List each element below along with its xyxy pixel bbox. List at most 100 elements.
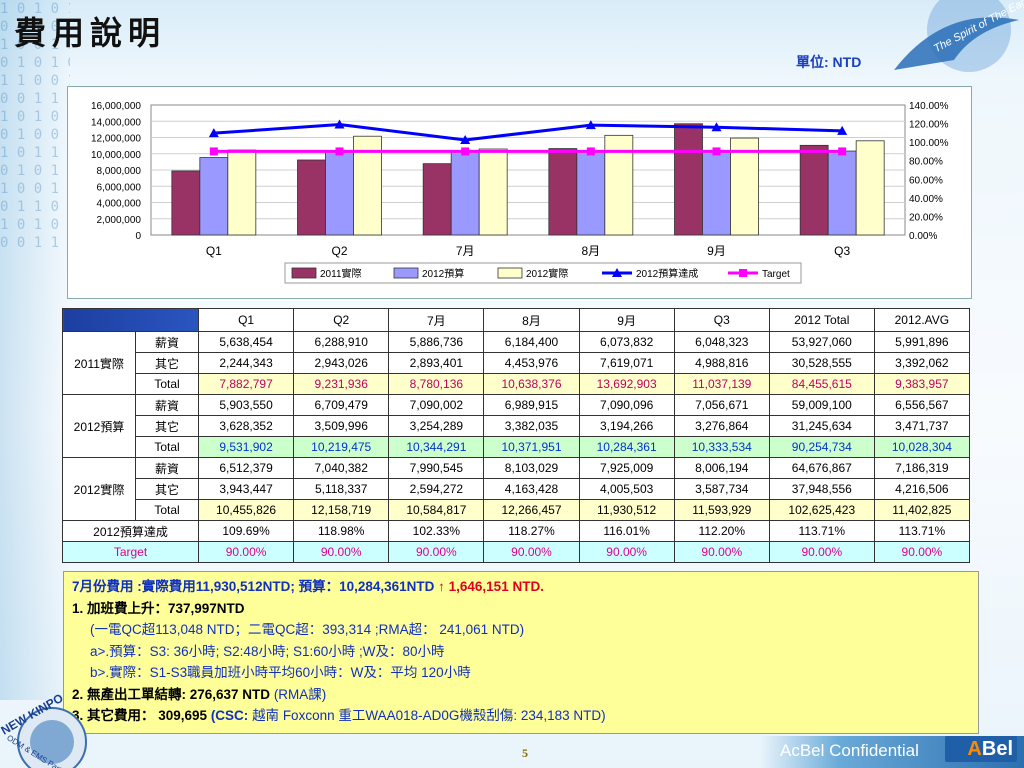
- table-cell: 8,780,136: [388, 373, 485, 395]
- table-cell: 2,893,401: [388, 352, 485, 374]
- table-cell: 31,245,634: [768, 415, 875, 437]
- table-cell: 10,455,826: [197, 499, 295, 521]
- right-tick-label: 140.00%: [909, 101, 949, 112]
- table-cell: 7,925,009: [578, 457, 675, 479]
- target-marker: [209, 147, 218, 156]
- note-line-other: 3. 其它費用： 309,695 (CSC: 越南 Foxconn 重工WAA0…: [72, 708, 606, 723]
- table-cell: 7,040,382: [293, 457, 390, 479]
- table-row: 2012實際 薪資 6,512,379 7,040,382 7,990,545 8,103…: [62, 457, 971, 521]
- table-cell: 113.71%: [873, 520, 971, 542]
- footer-confidential: AcBel Confidential: [780, 741, 919, 760]
- table-cell: 10,333,534: [673, 436, 770, 458]
- table-cell: 6,556,567: [873, 394, 971, 416]
- table-cell: 3,628,352: [197, 415, 295, 437]
- table-cell: 4,453,976: [483, 352, 580, 374]
- achievement-marker: [460, 134, 471, 144]
- table-row: 其它 2,244,343 2,943,026 2,893,401 4,453,976 7,…: [63, 352, 971, 374]
- table-cell: 9,383,957: [873, 373, 971, 395]
- achievement-marker: [837, 125, 848, 135]
- table-row-label: 其它: [135, 415, 199, 437]
- achievement-marker: [711, 122, 722, 132]
- chart-svg: 16,000,000 14,000,000 12,000,000 10,000,000…: [91, 101, 949, 284]
- table-cell: 8,006,194: [673, 457, 770, 479]
- table-row: 其它 3,943,447 5,118,337 2,594,272 4,163,428 4,…: [63, 478, 971, 500]
- table-row: Total 9,531,902 10,219,475 10,344,291 10,371…: [63, 436, 971, 458]
- legend-swatch: [497, 267, 523, 279]
- target-marker: [335, 147, 344, 156]
- table-cell: 10,219,475: [293, 436, 390, 458]
- note-line-overtime-detail: (一電QC超113,048 NTD；二電QC超：393,314 ;RMA超： 2…: [90, 622, 525, 637]
- table-cell: 3,392,062: [873, 352, 971, 374]
- table-cell: 6,048,323: [673, 331, 770, 353]
- legend-label: 2012實際: [526, 267, 568, 280]
- category-label: Q1: [206, 244, 222, 258]
- table-cell: 3,587,734: [673, 478, 770, 500]
- table-header-cell: 8月: [483, 308, 580, 332]
- table-cell: 3,382,035: [483, 415, 580, 437]
- eagle-slogan-badge: The Spirit of The Eagle: [894, 0, 1024, 72]
- table-cell: 90.00%: [768, 541, 875, 563]
- table-cell: 7,090,002: [388, 394, 485, 416]
- left-tick-label: 6,000,000: [97, 182, 142, 193]
- right-tick-label: 100.00%: [909, 138, 949, 149]
- table-header-cell: Q2: [293, 308, 390, 332]
- table-cell: 11,930,512: [578, 499, 675, 521]
- achievement-marker: [334, 119, 345, 129]
- table-cell: 10,371,951: [483, 436, 580, 458]
- right-tick-label: 80.00%: [909, 157, 943, 168]
- achievement-marker: [208, 128, 219, 138]
- table-header-cell: 2012 Total: [768, 308, 875, 332]
- table-cell: 113.71%: [768, 520, 875, 542]
- table-cell: 8,103,029: [483, 457, 580, 479]
- table-cell: 4,005,503: [578, 478, 675, 500]
- table-cell: 112.20%: [673, 520, 770, 542]
- legend-label: Target: [762, 269, 790, 280]
- unit-label: 單位: NTD: [796, 54, 862, 70]
- target-marker: [838, 147, 847, 156]
- table-row: 2012預算 薪資 5,903,550 6,709,479 7,090,002 6,989…: [62, 394, 971, 458]
- page-number: 5: [522, 746, 528, 760]
- bar-2012-actual: [855, 140, 885, 236]
- bar-2012-budget: [702, 151, 731, 236]
- new-kinpo-badge: NEW KINPO ODM & EMS Partner: [0, 691, 87, 768]
- table-cell: 90,254,734: [768, 436, 875, 458]
- table-row-label: 其它: [135, 478, 199, 500]
- note-line-summary: 7月份費用 :實際費用11,930,512NTD; 預算：10,284,361N…: [72, 579, 544, 594]
- table-group-label: 2012實際: [62, 457, 136, 521]
- left-tick-label: 16,000,000: [91, 101, 141, 112]
- table-cell: 11,037,139: [673, 373, 770, 395]
- table-cell: 11,402,825: [873, 499, 971, 521]
- table-row-label: Total: [135, 436, 199, 458]
- achievement-line: [213, 123, 843, 142]
- binary-background-decoration: 1 0 1 0 1 0 1 1 0 0 1 0 0 1 1 0 1 0 1 0 …: [0, 0, 70, 700]
- category-label: Q2: [331, 244, 347, 258]
- table-row-label: 2012預算達成: [62, 520, 199, 542]
- table-row-label: 薪資: [135, 331, 199, 353]
- category-label: 9月: [707, 244, 726, 258]
- bar-2012-budget: [325, 151, 354, 236]
- table-cell: 6,989,915: [483, 394, 580, 416]
- table-cell: 4,216,506: [873, 478, 971, 500]
- target-marker: [461, 147, 470, 156]
- table-cell: 2,244,343: [197, 352, 295, 374]
- table-cell: 90.00%: [388, 541, 485, 563]
- table-cell: 59,009,100: [768, 394, 875, 416]
- table-cell: 10,638,376: [483, 373, 580, 395]
- target-marker: [586, 147, 595, 156]
- table-cell: 7,882,797: [197, 373, 295, 395]
- bar-2012-budget: [827, 150, 857, 236]
- table-cell: 116.01%: [578, 520, 675, 542]
- table-cell: 11,593,929: [673, 499, 770, 521]
- legend-label: 2011實際: [320, 267, 362, 280]
- right-tick-label: 40.00%: [909, 194, 943, 205]
- table-cell: 3,254,289: [388, 415, 485, 437]
- combo-chart: 16,000,000 14,000,000 12,000,000 10,000,000…: [67, 86, 972, 299]
- table-cell: 90.00%: [197, 541, 295, 563]
- bar-2012-actual: [478, 148, 508, 236]
- bar-2011-actual: [548, 148, 578, 236]
- bar-2012-actual: [227, 149, 257, 236]
- explanation-notes: 7月份費用 :實際費用11,930,512NTD; 預算：10,284,361N…: [63, 571, 979, 734]
- table-cell: 5,118,337: [293, 478, 390, 500]
- expense-table: Q1 Q2 7月 8月 9月 Q3 2012 Total 2012.AVG 2011實際 薪資 5…: [62, 308, 971, 563]
- acbel-logo: ABel: [945, 736, 1017, 762]
